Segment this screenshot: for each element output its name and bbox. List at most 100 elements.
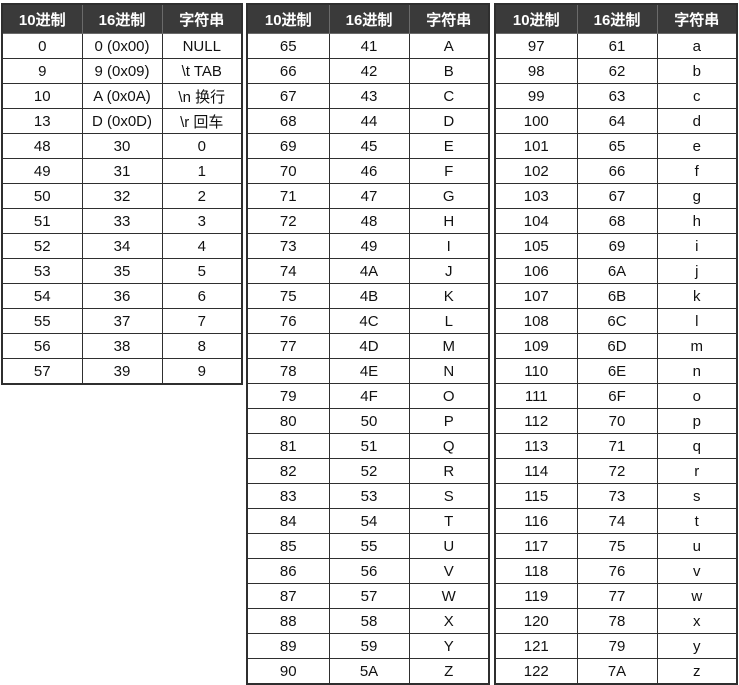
decimal-cell: 74 [246,258,330,284]
decimal-cell: 109 [494,333,578,359]
decimal-cell: 111 [494,383,578,409]
decimal-cell: 85 [246,533,330,559]
hex-cell: 64 [576,108,658,134]
table-row: 80 50 P [246,408,490,434]
decimal-cell: 0 [1,33,83,59]
hex-cell: 4B [328,283,410,309]
decimal-cell: 65 [246,33,330,59]
header-decimal: 10进制 [494,3,578,34]
hex-cell: 9 (0x09) [81,58,163,84]
table-row: 69 45 E [246,133,490,159]
char-cell: p [656,408,738,434]
char-cell: W [408,583,490,609]
char-cell: o [656,383,738,409]
decimal-cell: 49 [1,158,83,184]
table-row: 48 30 0 [1,133,243,159]
table-row: 13 D (0x0D) \r 回车 [1,108,243,134]
decimal-cell: 82 [246,458,330,484]
hex-cell: 65 [576,133,658,159]
char-cell: 7 [161,308,243,334]
table-row: 90 5A Z [246,658,490,685]
table-row: 109 6D m [494,333,738,359]
header-hex: 16进制 [328,3,410,34]
table-row: 70 46 F [246,158,490,184]
decimal-cell: 73 [246,233,330,259]
decimal-cell: 69 [246,133,330,159]
hex-cell: 78 [576,608,658,634]
hex-cell: 48 [328,208,410,234]
hex-cell: 58 [328,608,410,634]
hex-cell: 7A [576,658,658,685]
hex-cell: 67 [576,183,658,209]
char-cell: 9 [161,358,243,385]
decimal-cell: 71 [246,183,330,209]
char-cell: q [656,433,738,459]
char-cell: 2 [161,183,243,209]
table-row: 52 34 4 [1,233,243,259]
char-cell: K [408,283,490,309]
table-row: 89 59 Y [246,633,490,659]
char-cell: NULL [161,33,243,59]
decimal-cell: 117 [494,533,578,559]
hex-cell: 49 [328,233,410,259]
hex-cell: 6C [576,308,658,334]
hex-cell: 73 [576,483,658,509]
table-row: 102 66 f [494,158,738,184]
char-cell: T [408,508,490,534]
decimal-cell: 97 [494,33,578,59]
table-row: 50 32 2 [1,183,243,209]
ascii-table-uppercase: 10进制 16进制 字符串 65 41 A 66 42 B 67 43 C 68 44 D 69 45 E 70 46… [246,3,490,685]
decimal-cell: 119 [494,583,578,609]
table-header-row: 10进制 16进制 字符串 [246,3,490,34]
table-row: 84 54 T [246,508,490,534]
table-row: 106 6A j [494,258,738,284]
decimal-cell: 84 [246,508,330,534]
char-cell: e [656,133,738,159]
decimal-cell: 68 [246,108,330,134]
table-row: 121 79 y [494,633,738,659]
hex-cell: A (0x0A) [81,83,163,109]
char-cell: t [656,508,738,534]
char-cell: v [656,558,738,584]
char-cell: Z [408,658,490,685]
char-cell: d [656,108,738,134]
decimal-cell: 67 [246,83,330,109]
char-cell: w [656,583,738,609]
table-row: 66 42 B [246,58,490,84]
decimal-cell: 77 [246,333,330,359]
decimal-cell: 48 [1,133,83,159]
char-cell: k [656,283,738,309]
hex-cell: 35 [81,258,163,284]
table-row: 99 63 c [494,83,738,109]
char-cell: A [408,33,490,59]
table-row: 79 4F O [246,383,490,409]
hex-cell: 79 [576,633,658,659]
char-cell: i [656,233,738,259]
char-cell: O [408,383,490,409]
hex-cell: 50 [328,408,410,434]
char-cell: Q [408,433,490,459]
decimal-cell: 115 [494,483,578,509]
decimal-cell: 114 [494,458,578,484]
hex-cell: 4D [328,333,410,359]
decimal-cell: 76 [246,308,330,334]
table-row: 98 62 b [494,58,738,84]
table-row: 10 A (0x0A) \n 换行 [1,83,243,109]
char-cell: Y [408,633,490,659]
hex-cell: 59 [328,633,410,659]
char-cell: J [408,258,490,284]
table-row: 108 6C l [494,308,738,334]
decimal-cell: 72 [246,208,330,234]
char-cell: \t TAB [161,58,243,84]
char-cell: F [408,158,490,184]
char-cell: I [408,233,490,259]
table-row: 116 74 t [494,508,738,534]
decimal-cell: 113 [494,433,578,459]
header-decimal: 10进制 [246,3,330,34]
table-row: 57 39 9 [1,358,243,385]
hex-cell: 54 [328,508,410,534]
hex-cell: 0 (0x00) [81,33,163,59]
decimal-cell: 10 [1,83,83,109]
decimal-cell: 107 [494,283,578,309]
decimal-cell: 99 [494,83,578,109]
